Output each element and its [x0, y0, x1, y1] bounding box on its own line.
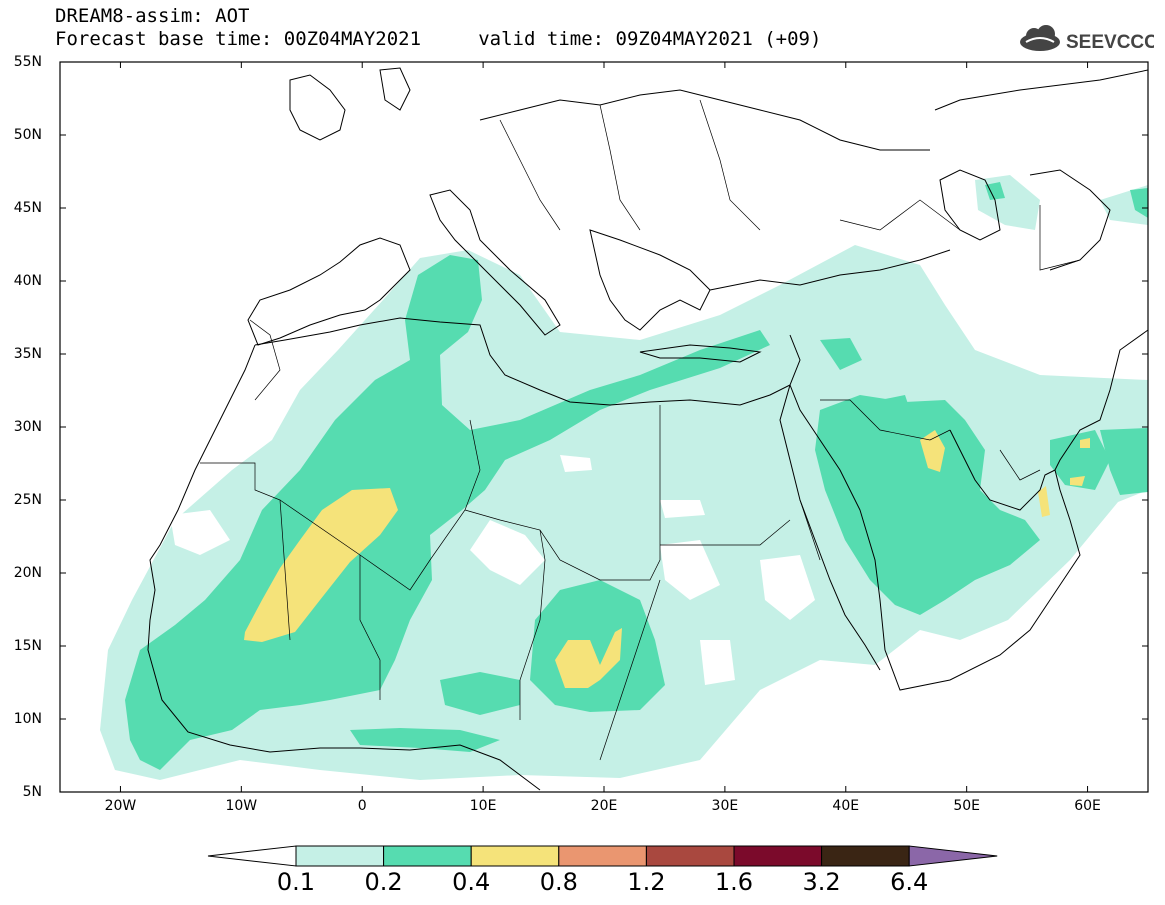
colorbar-level-label: 6.4	[890, 868, 929, 896]
colorbar-level-label: 1.6	[714, 868, 754, 896]
lat-tick-label: 10N	[13, 711, 42, 727]
lat-tick-label: 5N	[22, 784, 42, 800]
lon-tick-label: 20W	[104, 798, 137, 814]
country-borders	[200, 99, 1081, 761]
lon-tick-label: 30E	[711, 798, 739, 814]
lat-tick-label: 35N	[13, 346, 42, 362]
lon-tick-label: 10W	[225, 798, 258, 814]
coastlines	[147, 67, 1148, 791]
colorbar-level-label: 0.8	[539, 868, 578, 896]
lon-tick-label: 60E	[1074, 798, 1101, 814]
colorbar-level-label: 0.4	[452, 868, 491, 896]
logo-text: SEEVCCC	[1066, 32, 1154, 53]
colorbar-level-label: 0.1	[276, 868, 316, 896]
lat-tick-label: 45N	[13, 200, 42, 216]
lat-tick-label: 40N	[13, 273, 42, 289]
lat-tick-label: 20N	[13, 565, 42, 581]
colorbar-level-label: 1.2	[627, 868, 666, 896]
seevccc-logo: SEEVCCC	[1020, 25, 1154, 53]
lat-tick-label: 30N	[13, 419, 42, 435]
lon-tick-label: 40E	[832, 798, 860, 814]
chart-title: DREAM8-assim: AOT	[55, 5, 250, 27]
lat-tick-label: 15N	[13, 638, 42, 654]
lat-tick-label: 50N	[13, 127, 42, 143]
cloud-icon	[1020, 25, 1060, 51]
aot-gaps	[170, 455, 815, 685]
lon-tick-label: 10E	[469, 798, 497, 814]
lat-tick-label: 25N	[13, 492, 42, 508]
lat-tick-label: 55N	[13, 54, 42, 70]
lon-tick-label: 20E	[590, 798, 618, 814]
colorbar-level-label: 3.2	[802, 868, 841, 896]
axis-tickmarks	[60, 61, 1148, 793]
forecast-time-line: Forecast base time: 00Z04MAY2021 valid t…	[55, 28, 822, 50]
aot-contour-0.4	[244, 430, 1090, 688]
lon-tick-label: 0	[357, 798, 367, 814]
lon-tick-label: 50E	[953, 798, 980, 814]
colorbar-level-label: 0.2	[364, 868, 403, 896]
